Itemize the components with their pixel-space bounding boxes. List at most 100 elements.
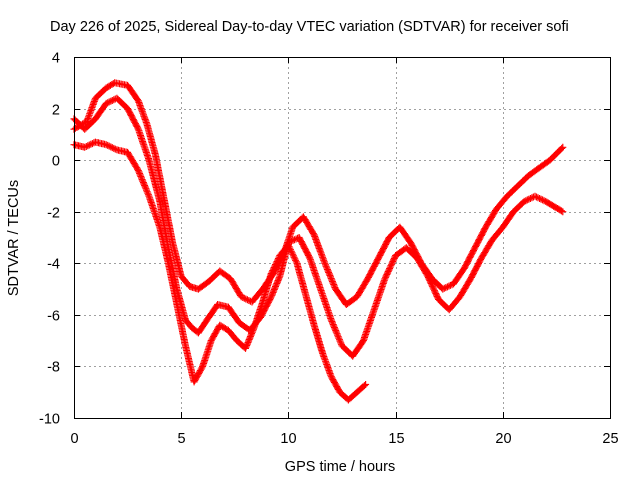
- data-point: [105, 98, 113, 106]
- data-point: [442, 284, 450, 292]
- data-point: [137, 173, 145, 180]
- data-point: [82, 143, 90, 150]
- data-point: [270, 264, 278, 272]
- data-point: [289, 236, 297, 244]
- data-point: [271, 262, 279, 270]
- data-point: [533, 193, 540, 201]
- data-point: [558, 207, 565, 215]
- data-point: [240, 294, 248, 302]
- data-point: [284, 241, 292, 249]
- data-point: [272, 261, 279, 269]
- data-point: [288, 237, 295, 245]
- data-point: [111, 145, 119, 153]
- data-point: [86, 110, 94, 118]
- data-point: [243, 296, 251, 304]
- data-point: [323, 264, 331, 272]
- y-tick-label: 4: [52, 51, 60, 67]
- data-point: [107, 97, 115, 105]
- data-point: [134, 167, 142, 174]
- data-point: [90, 99, 98, 107]
- y-tick-label: -10: [39, 412, 60, 428]
- data-point: [335, 334, 343, 342]
- data-point: [291, 255, 299, 263]
- data-point: [84, 142, 92, 150]
- data-point: [330, 324, 338, 332]
- y-tick-label: -2: [47, 206, 60, 222]
- data-point: [531, 192, 539, 200]
- y-tick-label: -8: [47, 360, 60, 376]
- data-point: [269, 265, 277, 273]
- y-tick-label: 0: [52, 154, 60, 170]
- data-point: [337, 339, 345, 347]
- data-point: [439, 285, 447, 293]
- data-point: [267, 270, 275, 278]
- data-point: [290, 253, 298, 261]
- data-point: [522, 197, 530, 205]
- data-point: [446, 281, 454, 289]
- data-point: [102, 99, 110, 107]
- data-point: [287, 246, 294, 254]
- data-point: [288, 249, 296, 257]
- data-point: [268, 268, 276, 276]
- data-point: [528, 194, 536, 202]
- data-point: [443, 283, 451, 291]
- data-point: [332, 328, 340, 336]
- data-point: [292, 258, 300, 266]
- data-point: [141, 182, 149, 190]
- data-point: [558, 144, 566, 152]
- data-point: [286, 238, 294, 246]
- data-point: [362, 381, 370, 388]
- data-point: [139, 177, 147, 185]
- data-point: [525, 195, 533, 203]
- data-point: [242, 295, 250, 303]
- data-point: [110, 144, 118, 152]
- chart-title: Day 226 of 2025, Sidereal Day-to-day VTE…: [50, 19, 569, 35]
- data-point: [88, 140, 96, 148]
- data-point: [327, 273, 334, 281]
- data-point: [325, 268, 333, 276]
- data-point: [329, 279, 337, 287]
- y-tick-label: 2: [52, 103, 60, 119]
- x-tick-label: 10: [280, 431, 296, 447]
- data-point: [108, 144, 116, 152]
- plot-frame: [74, 57, 611, 419]
- data-point: [143, 188, 151, 196]
- data-point: [285, 243, 293, 251]
- data-point: [104, 99, 112, 107]
- data-point: [289, 252, 297, 260]
- y-axis-label: SDTVAR / TECUs: [6, 180, 22, 296]
- data-point: [87, 140, 95, 148]
- data-point: [329, 319, 336, 327]
- x-tick-label: 15: [388, 431, 404, 447]
- x-tick-label: 5: [177, 431, 185, 447]
- series-3: [70, 138, 370, 404]
- data-point: [445, 282, 453, 290]
- data-point: [274, 256, 282, 264]
- data-point: [287, 247, 295, 255]
- data-point: [286, 244, 294, 252]
- y-tick-label: -6: [47, 309, 60, 325]
- data-point: [104, 141, 112, 149]
- series-2: [70, 94, 567, 360]
- data-point: [292, 256, 299, 264]
- axis-ticks: [74, 57, 611, 419]
- grid: [74, 57, 610, 418]
- x-tick-label: 0: [70, 431, 78, 447]
- data-point: [239, 294, 247, 301]
- data-point: [274, 255, 282, 263]
- data-point: [269, 267, 277, 275]
- data-point: [559, 208, 567, 216]
- data-point: [321, 259, 329, 267]
- data-point: [523, 196, 531, 204]
- data-point: [81, 143, 89, 151]
- data-point: [105, 142, 113, 150]
- x-tick-labels: 0 5 10 15 20 25: [70, 431, 618, 447]
- data-point: [272, 259, 280, 267]
- data-points: [70, 79, 567, 404]
- x-tick-label: 20: [495, 431, 511, 447]
- data-point: [237, 293, 245, 301]
- data-point: [108, 97, 116, 104]
- x-tick-label: 25: [602, 431, 618, 447]
- data-point: [520, 197, 528, 205]
